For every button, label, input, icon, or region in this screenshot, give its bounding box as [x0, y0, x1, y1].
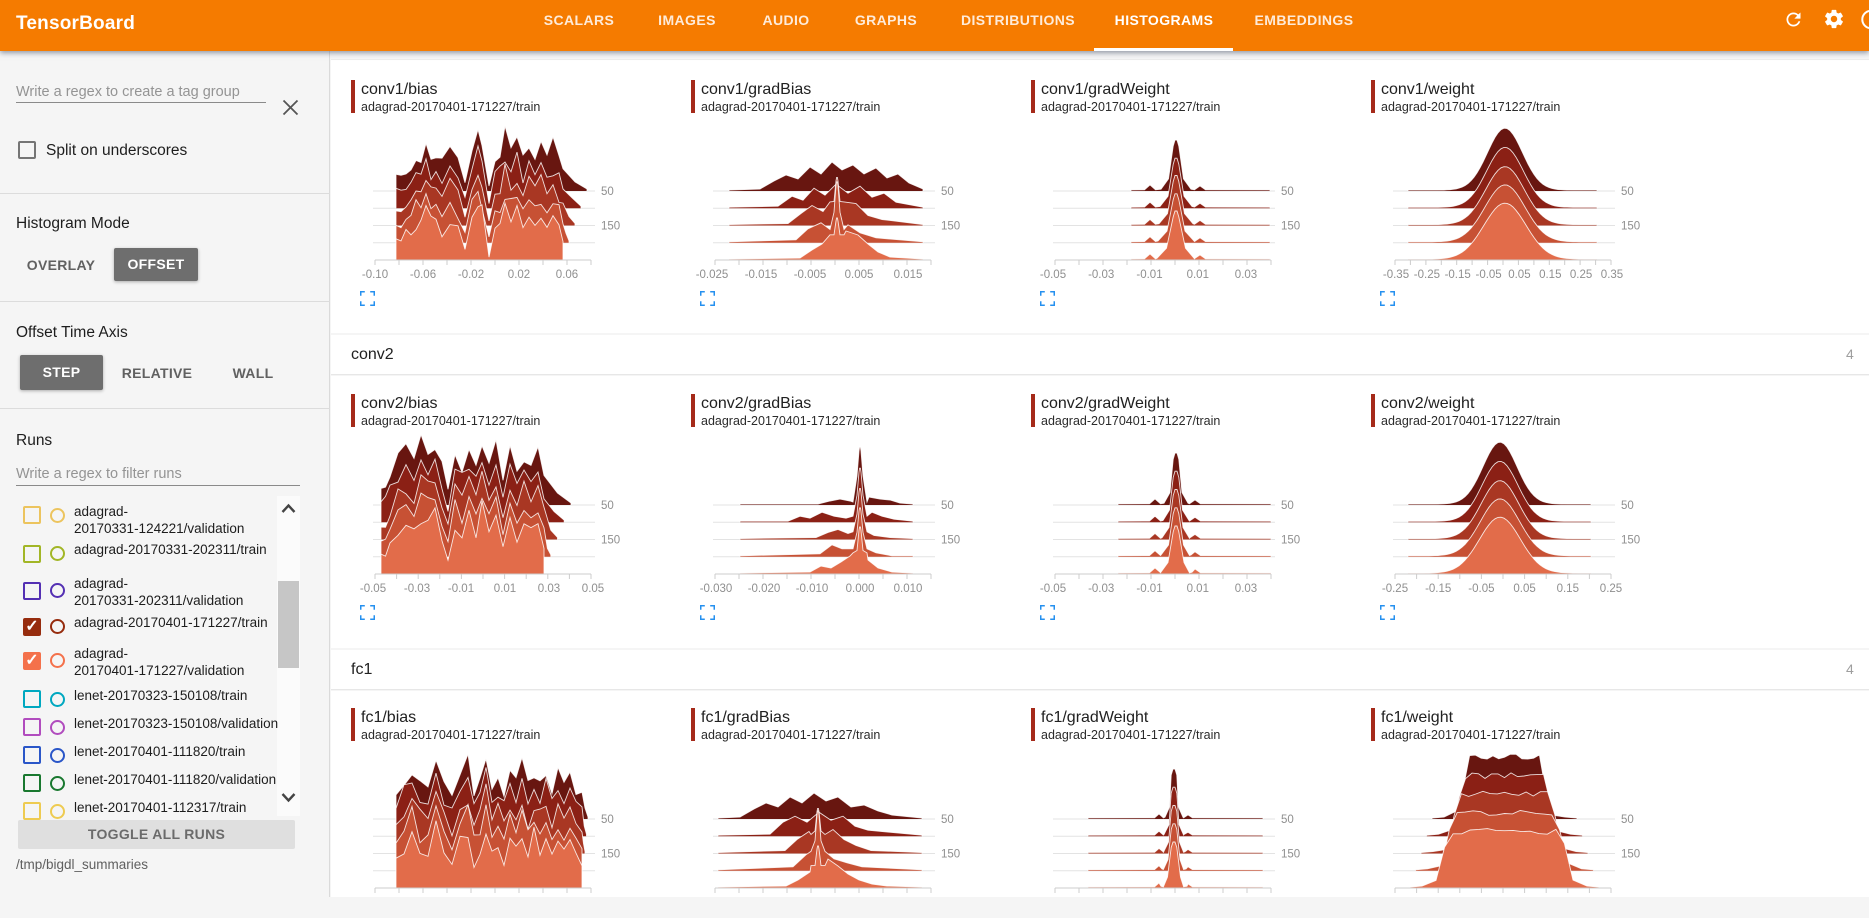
svg-text:0.25: 0.25 [1600, 583, 1622, 595]
svg-text:-0.15: -0.15 [1445, 269, 1471, 281]
svg-text:-0.020: -0.020 [748, 583, 781, 595]
svg-text:0.03: 0.03 [538, 583, 560, 595]
svg-text:0.000: 0.000 [846, 583, 875, 595]
svg-text:-0.25: -0.25 [1382, 583, 1408, 595]
svg-text:0.02: 0.02 [508, 269, 530, 281]
svg-text:150: 150 [1281, 220, 1300, 232]
svg-text:150: 150 [1281, 534, 1300, 546]
svg-text:150: 150 [601, 534, 620, 546]
svg-text:0.25: 0.25 [1570, 269, 1592, 281]
svg-text:50: 50 [601, 814, 614, 826]
svg-text:150: 150 [941, 848, 960, 860]
svg-text:-0.01: -0.01 [448, 583, 474, 595]
svg-text:0.03: 0.03 [1235, 269, 1257, 281]
svg-text:-0.15: -0.15 [1425, 583, 1451, 595]
svg-text:-0.02: -0.02 [458, 269, 484, 281]
svg-text:50: 50 [601, 186, 614, 198]
svg-text:0.01: 0.01 [1187, 583, 1209, 595]
svg-text:-0.015: -0.015 [745, 269, 778, 281]
svg-text:150: 150 [1621, 848, 1640, 860]
svg-text:-0.03: -0.03 [1088, 269, 1114, 281]
svg-text:150: 150 [1281, 848, 1300, 860]
svg-text:-0.03: -0.03 [404, 583, 430, 595]
svg-text:50: 50 [1621, 814, 1634, 826]
svg-text:-0.05: -0.05 [360, 583, 386, 595]
svg-text:-0.005: -0.005 [794, 269, 827, 281]
svg-text:0.015: 0.015 [894, 269, 923, 281]
svg-text:50: 50 [601, 500, 614, 512]
svg-text:-0.05: -0.05 [1475, 269, 1501, 281]
svg-text:0.010: 0.010 [894, 583, 923, 595]
svg-text:-0.025: -0.025 [696, 269, 729, 281]
svg-text:0.05: 0.05 [582, 583, 604, 595]
svg-text:150: 150 [601, 848, 620, 860]
svg-text:50: 50 [941, 500, 954, 512]
svg-text:50: 50 [941, 814, 954, 826]
svg-text:-0.030: -0.030 [700, 583, 733, 595]
svg-text:-0.01: -0.01 [1136, 269, 1162, 281]
svg-text:150: 150 [1621, 534, 1640, 546]
svg-text:-0.10: -0.10 [362, 269, 388, 281]
svg-text:150: 150 [941, 534, 960, 546]
svg-text:-0.25: -0.25 [1414, 269, 1440, 281]
svg-text:0.005: 0.005 [845, 269, 874, 281]
svg-text:50: 50 [1281, 500, 1294, 512]
svg-text:50: 50 [1621, 186, 1634, 198]
svg-text:150: 150 [941, 220, 960, 232]
svg-text:-0.03: -0.03 [1088, 583, 1114, 595]
svg-text:50: 50 [1621, 500, 1634, 512]
svg-text:-0.01: -0.01 [1136, 583, 1162, 595]
svg-text:150: 150 [601, 220, 620, 232]
svg-text:0.01: 0.01 [494, 583, 516, 595]
svg-text:0.15: 0.15 [1539, 269, 1561, 281]
svg-text:0.35: 0.35 [1601, 269, 1623, 281]
svg-text:-0.05: -0.05 [1040, 269, 1066, 281]
svg-text:-0.05: -0.05 [1468, 583, 1494, 595]
svg-text:0.05: 0.05 [1513, 583, 1535, 595]
svg-text:150: 150 [1621, 220, 1640, 232]
svg-text:0.06: 0.06 [556, 269, 578, 281]
svg-text:-0.05: -0.05 [1040, 583, 1066, 595]
svg-text:-0.06: -0.06 [410, 269, 436, 281]
svg-text:-0.35: -0.35 [1383, 269, 1409, 281]
svg-text:0.05: 0.05 [1508, 269, 1530, 281]
svg-text:0.03: 0.03 [1235, 583, 1257, 595]
svg-text:0.01: 0.01 [1187, 269, 1209, 281]
svg-text:-0.010: -0.010 [796, 583, 829, 595]
svg-text:0.15: 0.15 [1557, 583, 1579, 595]
svg-text:50: 50 [1281, 814, 1294, 826]
svg-text:50: 50 [941, 186, 954, 198]
svg-text:50: 50 [1281, 186, 1294, 198]
